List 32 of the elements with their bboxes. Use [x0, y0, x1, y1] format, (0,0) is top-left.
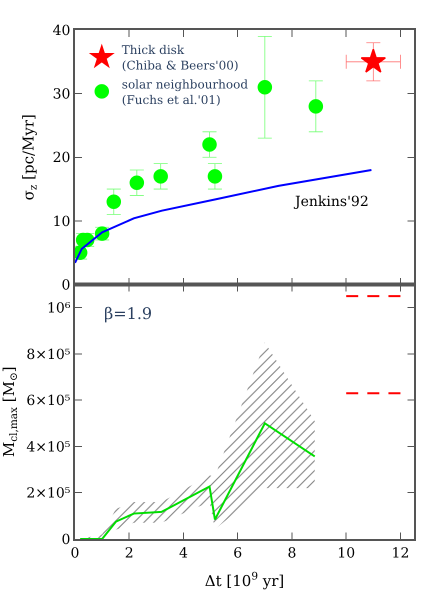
y-tick-label: 30	[52, 86, 70, 103]
series-label: Jenkins'92	[293, 194, 369, 210]
y-tick-label: 40	[52, 22, 70, 39]
y-tick-label: 8×10⁵	[26, 346, 71, 363]
y-tick-label: 4×10⁵	[26, 439, 71, 456]
legend-label: solar neighbourhood (Fuchs et al.'01)	[122, 77, 248, 107]
point	[360, 48, 386, 73]
y-tick-label: 10⁶	[47, 300, 71, 317]
line-series	[79, 422, 316, 539]
x-tick-label: 6	[233, 546, 242, 562]
legend-label: Thick disk (Chiba & Beers'00)	[122, 43, 239, 73]
point	[106, 194, 122, 210]
y-tick-label: 20	[52, 150, 70, 166]
x-tick-label: 2	[124, 546, 134, 562]
y-tick-label: 2×10⁵	[26, 486, 71, 502]
point	[258, 80, 272, 95]
point	[208, 169, 222, 184]
x-axis-title: Δt [10$^{9}$ yr]	[204, 570, 284, 590]
y-tick-label: 0	[62, 277, 70, 294]
point	[202, 137, 217, 152]
y-tick-label: 0	[62, 532, 70, 548]
y-tick-label: 10	[52, 214, 70, 230]
annotation: β=1.9	[104, 304, 152, 323]
x-tick-label: 10	[337, 546, 356, 562]
point	[130, 175, 144, 190]
point	[153, 169, 168, 184]
y-tick-label: 6×10⁵	[26, 393, 71, 410]
point	[308, 99, 324, 114]
line-series	[75, 168, 372, 264]
x-tick-label: 12	[392, 546, 410, 562]
x-tick-label: 8	[288, 546, 296, 562]
x-tick-label: 4	[179, 546, 188, 562]
